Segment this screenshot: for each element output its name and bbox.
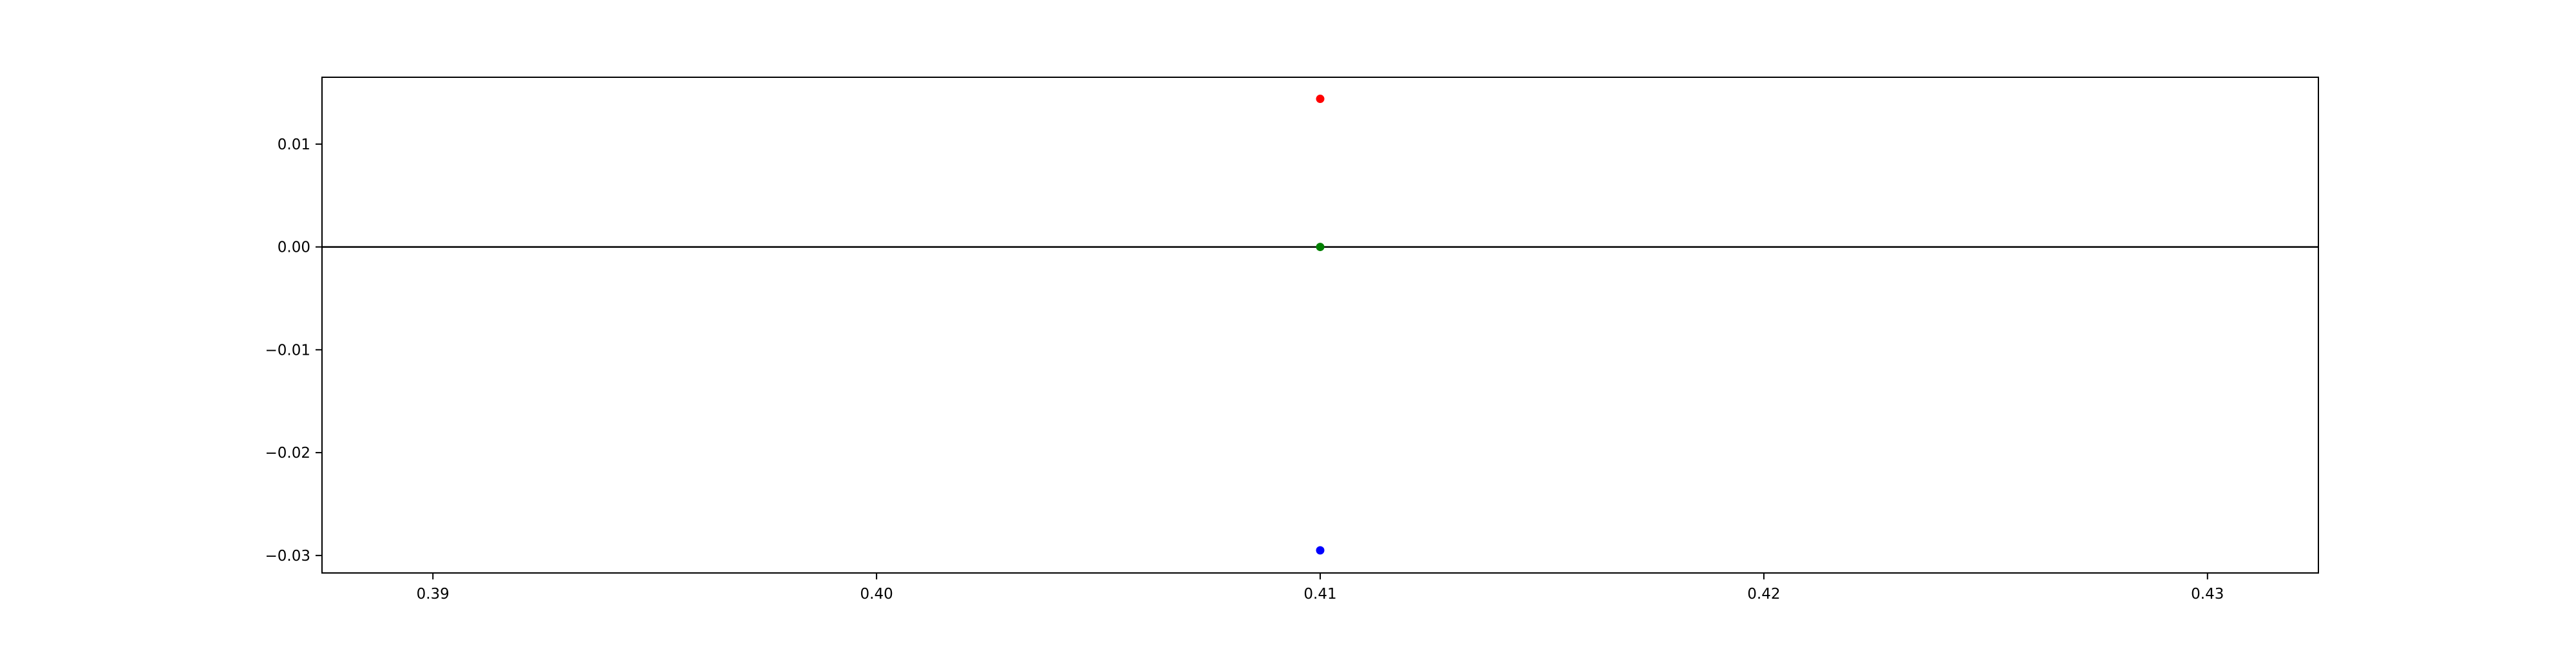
data-point <box>1316 243 1325 252</box>
y-tick-label: −0.02 <box>265 445 310 462</box>
y-tick-label: −0.03 <box>265 548 310 565</box>
data-point <box>1316 546 1325 555</box>
data-point <box>1316 95 1325 104</box>
y-tick-label: 0.00 <box>278 239 310 256</box>
x-tick-label: 0.41 <box>1303 586 1336 603</box>
x-tick-label: 0.43 <box>2191 586 2224 603</box>
plot-layer: 0.39 0.40 0.41 0.42 0.43 0.01 0.00 −0.01 −0.02 −0… <box>265 77 2319 603</box>
y-tick-label: 0.01 <box>278 136 310 153</box>
x-tick-label: 0.40 <box>860 586 893 603</box>
plot-frame <box>321 77 2319 574</box>
x-tick-label: 0.39 <box>417 586 450 603</box>
x-tick-label: 0.42 <box>1747 586 1780 603</box>
y-tick-label: −0.01 <box>265 342 310 359</box>
